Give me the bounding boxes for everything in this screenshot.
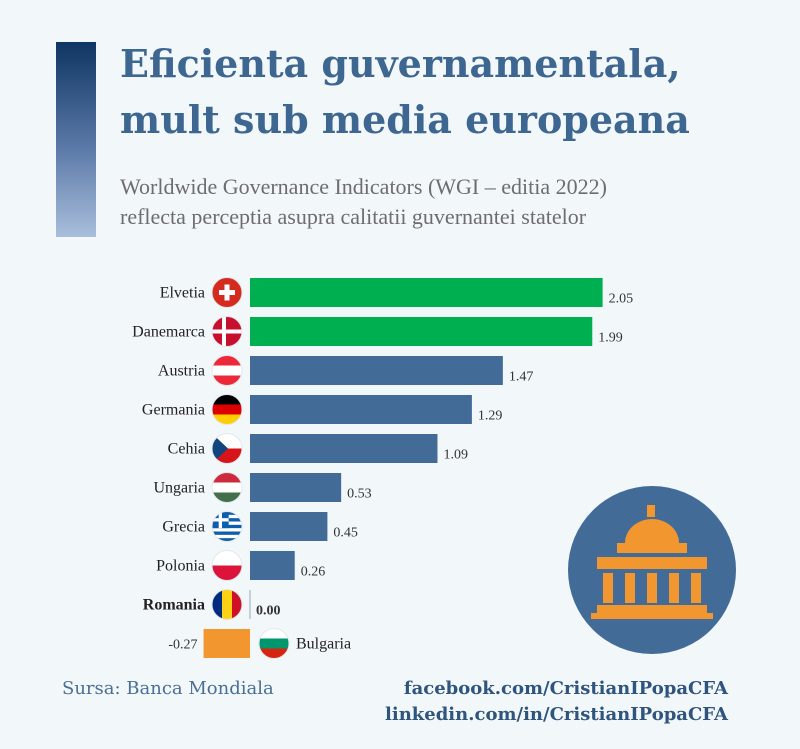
category-label-romania: Romania [143,597,205,614]
value-label-ungaria: 0.53 [347,487,372,502]
bar-austria [250,356,503,385]
bar-ungaria [250,473,342,502]
subtitle-line-1: Worldwide Governance Indicators (WGI – e… [120,174,607,199]
bar-row-elvetia: Elvetia 2.05 [160,277,634,308]
bar-chart: Elvetia 2.05 Danemarca 1.99 Austria 1.47 Germa… [132,277,634,659]
category-label-austria: Austria [158,363,205,380]
bulgaria-flag-icon [258,628,290,659]
bar-row-romania: Romania 0.00 [143,589,281,620]
czechia-flag-icon [211,433,243,464]
source-note: Sursa: Banca Mondiala [62,678,274,699]
bar-row-bulgaria: Bulgaria -0.27 [168,628,351,659]
bar-row-danemarca: Danemarca 1.99 [132,316,623,347]
subtitle: Worldwide Governance Indicators (WGI – e… [120,172,780,232]
title-accent-bar [56,42,96,237]
category-label-bulgaria: Bulgaria [296,636,351,653]
bar-danemarca [250,317,593,346]
title-line-2: mult sub media europeana [120,97,690,142]
bar-row-austria: Austria 1.47 [158,355,533,386]
romania-flag-icon [211,589,243,620]
value-label-danemarca: 1.99 [598,331,623,346]
value-label-polonia: 0.26 [301,565,326,580]
social-links: facebook.com/CristianIPopaCFA linkedin.c… [385,676,728,728]
bar-germania [250,395,472,424]
category-label-ungaria: Ungaria [153,480,205,497]
bar-row-cehia: Cehia 1.09 [168,433,468,464]
category-label-elvetia: Elvetia [160,285,205,302]
value-label-cehia: 1.09 [443,448,468,463]
category-label-danemarca: Danemarca [132,324,205,341]
bar-row-grecia: Grecia 0.45 [162,511,358,542]
category-label-grecia: Grecia [162,519,205,536]
value-label-bulgaria: -0.27 [168,638,197,653]
value-label-romania: 0.00 [256,604,281,619]
bar-row-germania: Germania 1.29 [142,394,503,425]
germany-flag-icon [211,394,243,425]
subtitle-line-2: reflecta perceptia asupra calitatii guve… [120,204,587,229]
switzerland-flag-icon [211,277,243,308]
category-label-germania: Germania [142,402,205,419]
bar-row-ungaria: Ungaria 0.53 [153,472,372,503]
bar-cehia [250,434,438,463]
hungary-flag-icon [211,472,243,503]
denmark-flag-icon [211,316,243,347]
bar-bulgaria [203,629,250,658]
facebook-link[interactable]: facebook.com/CristianIPopaCFA [403,678,728,699]
government-building-icon [568,486,736,654]
value-label-germania: 1.29 [478,409,503,424]
linkedin-link[interactable]: linkedin.com/in/CristianIPopaCFA [385,704,728,725]
bar-row-polonia: Polonia 0.26 [156,550,326,581]
value-label-austria: 1.47 [509,370,533,385]
greece-flag-icon [211,511,243,542]
value-label-grecia: 0.45 [333,526,358,541]
value-label-elvetia: 2.05 [609,292,634,307]
title-line-1: Eficienta guvernamentala, [120,41,681,86]
austria-flag-icon [211,355,243,386]
poland-flag-icon [211,550,243,581]
page-title: Eficienta guvernamentala, mult sub media… [120,36,780,148]
category-label-polonia: Polonia [156,558,205,575]
category-label-cehia: Cehia [168,441,205,458]
bar-elvetia [250,278,603,307]
bar-grecia [250,512,328,541]
bar-polonia [250,551,295,580]
